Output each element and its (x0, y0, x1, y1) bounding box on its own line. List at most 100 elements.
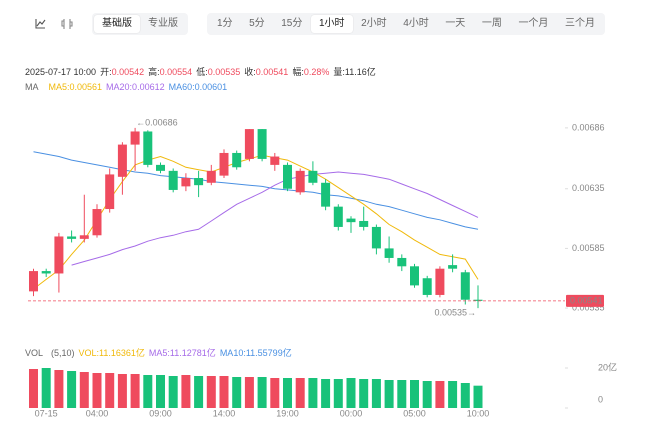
volume-bar (321, 379, 331, 408)
tab[interactable]: 三个月 (565, 18, 595, 29)
volume-bar (283, 378, 292, 408)
volume-bar (143, 375, 153, 408)
line-icon-shape (35, 19, 46, 29)
candle-body (384, 248, 394, 258)
y-tick-label: 0.00535 (572, 302, 605, 312)
last-price-label: 0.00541 (570, 295, 603, 305)
tab[interactable]: 专业版 (148, 18, 178, 29)
candle-body (54, 236, 64, 274)
volume-bar (92, 373, 102, 408)
ma-line (71, 171, 479, 266)
candle-body (181, 178, 191, 187)
candle-body (41, 271, 51, 274)
legend-item: MA (25, 82, 39, 92)
high-annotation: ←0.00686 (136, 117, 178, 127)
legend-item: MA5:11.12781亿 (149, 347, 216, 358)
candle-body (371, 226, 381, 249)
volume-bar (295, 378, 305, 408)
legend-item: 0.00535 (208, 67, 241, 77)
candle-body (283, 164, 292, 189)
legend-item: MA5:0.00561 (49, 82, 103, 92)
volume-bar (67, 371, 77, 408)
candle-body (270, 156, 280, 165)
tab[interactable]: 15分 (281, 18, 303, 29)
candle-body (359, 220, 369, 227)
volume-bar (448, 381, 458, 408)
candle-body (244, 129, 254, 159)
candle-body (410, 266, 419, 286)
volume-bar (156, 375, 165, 408)
volume-bar (359, 379, 369, 408)
tab[interactable]: 1小时 (310, 15, 353, 33)
volume-bar (194, 376, 204, 408)
candle-body (117, 144, 127, 177)
last-price-box (566, 294, 604, 307)
volume-bar (79, 372, 89, 408)
legend-item: MA60:0.00601 (169, 82, 228, 92)
legend: 2025-07-17 10:00 开:0.00542 高:0.00554 低:0.00… (25, 66, 376, 77)
legend-item: MA10:11.55799亿 (220, 347, 292, 358)
tab[interactable]: 4小时 (403, 18, 429, 29)
volume-bar (346, 378, 356, 408)
legend: MA MA5:0.00561 MA20:0.00612 MA60:0.00601 (25, 82, 227, 92)
volume-bar (117, 374, 127, 408)
legend-item: 幅: (292, 66, 304, 77)
candle-body (422, 278, 432, 295)
volume-bar (333, 379, 343, 408)
candle-body (473, 299, 483, 301)
legend-item: 2025-07-17 10:00 (25, 67, 96, 77)
candle-body (460, 272, 470, 300)
tab[interactable]: 一个月 (518, 18, 549, 29)
candle-body (232, 152, 242, 168)
volume-bar (206, 376, 216, 408)
volume-bar (410, 380, 419, 408)
volume-bar (105, 373, 115, 408)
legend-item: VOL (25, 348, 43, 358)
icons[interactable] (31, 16, 73, 32)
candle-body (168, 170, 178, 190)
candle-body (219, 152, 229, 176)
tab[interactable]: 5分 (249, 18, 265, 29)
legend-item: 开: (100, 67, 112, 77)
volume-bar (219, 376, 229, 408)
legend-item: 0.00542 (112, 67, 145, 77)
volume-bar (371, 379, 381, 408)
candle-body (29, 271, 38, 292)
volume-bar (29, 369, 38, 408)
candle-body (92, 209, 102, 236)
candle-body (156, 164, 165, 171)
version-switch: 基础版 专业版 (92, 13, 188, 35)
y-tick-label: 0.00585 (572, 243, 605, 253)
volume-bar (41, 368, 51, 408)
candle-icon-shape[interactable] (61, 19, 73, 29)
legend-item: 收: (244, 66, 256, 77)
candle-body (206, 170, 216, 183)
x-tick-label: 10:00 (467, 408, 490, 418)
candle-body (194, 178, 204, 186)
candle-body (67, 236, 77, 239)
x-tick-label: 14:00 (213, 408, 236, 418)
volume-bar (473, 385, 483, 408)
x-tick-label: 00:00 (340, 408, 363, 418)
candle-body (257, 129, 267, 159)
legend-item: 0.28% (304, 67, 330, 77)
tab[interactable]: 基础版 (94, 15, 140, 33)
volume-bar (422, 381, 432, 408)
legend-item: MA20:0.00612 (106, 82, 165, 92)
volume-bar (244, 377, 254, 408)
tab[interactable]: 一天 (445, 18, 466, 29)
x-tick-label: 04:00 (86, 408, 109, 418)
volume-bar (397, 380, 407, 408)
volume-bar (384, 380, 394, 408)
candle-body (333, 206, 343, 227)
line-icon[interactable] (31, 16, 49, 32)
candle-body (79, 235, 89, 239)
tab[interactable]: 2小时 (361, 18, 387, 29)
tab[interactable]: 一周 (481, 18, 502, 29)
tab[interactable]: 1分 (217, 18, 233, 29)
volume-bar (181, 375, 191, 408)
candle-body (130, 131, 140, 145)
vol-tick-label: 0 (598, 394, 603, 404)
legend-item: 0.00541 (256, 67, 289, 77)
